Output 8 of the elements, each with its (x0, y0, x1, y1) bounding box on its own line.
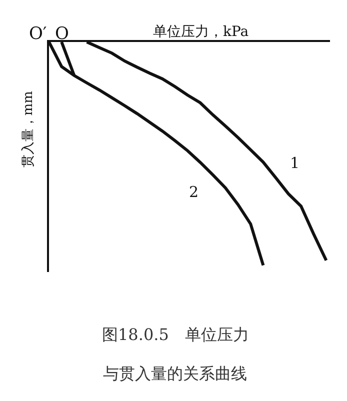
caption: 图18.0.5 单位压力 (102, 325, 249, 344)
text: 与贯入量的关系曲线 (103, 364, 247, 383)
series-label: 1 (290, 154, 300, 172)
y-axis-title: 贯入量，mm (20, 91, 36, 168)
x-axis-title: 单位压力，kPa (153, 24, 249, 40)
series-label: 2 (189, 183, 199, 201)
annotation: O (55, 24, 69, 44)
text: O′ (29, 24, 47, 44)
